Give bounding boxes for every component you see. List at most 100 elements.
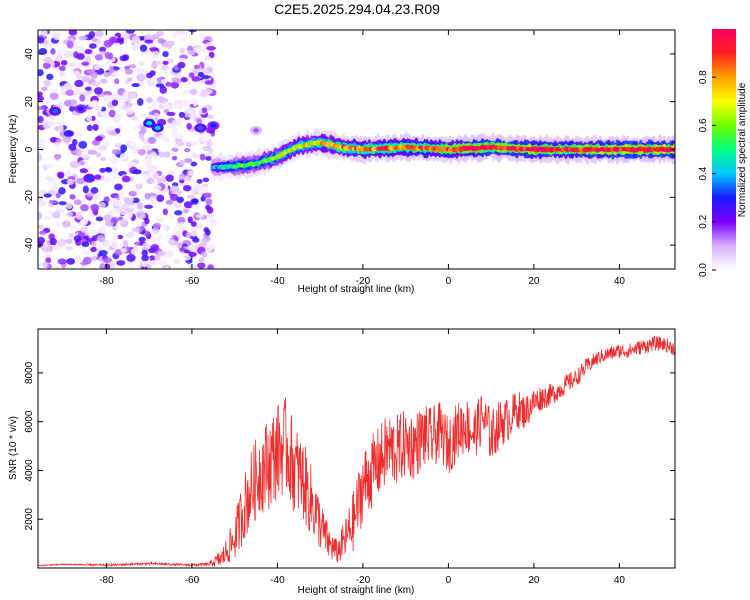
snr-x-tick-label: -80: [99, 575, 114, 586]
noise-cell: [146, 78, 155, 87]
noise-cell: [38, 262, 42, 268]
noise-cell: [178, 173, 186, 181]
noise-cell: [58, 201, 67, 206]
noise-cell: [141, 249, 148, 257]
noise-cell: [103, 176, 113, 183]
noise-cell: [125, 30, 136, 34]
feature-core: [253, 128, 260, 133]
noise-cell: [52, 211, 61, 219]
noise-cell: [49, 92, 59, 100]
noise-cell: [145, 72, 154, 79]
noise-cell: [151, 227, 160, 235]
noise-cell: [202, 185, 209, 193]
noise-cell: [116, 260, 126, 266]
noise-cell: [202, 145, 212, 152]
noise-cell: [162, 60, 169, 65]
noise-cell: [57, 238, 67, 247]
snr-y-label: SNR (10 * v/v): [8, 416, 19, 480]
noise-cell: [194, 46, 204, 54]
noise-cell: [69, 224, 78, 230]
noise-cell: [91, 196, 98, 202]
noise-cell: [111, 99, 119, 107]
noise-cell: [158, 104, 165, 109]
noise-cell: [151, 50, 160, 59]
chart-title: C2E5.2025.294.04.23.R09: [274, 1, 440, 17]
noise-cell: [65, 89, 75, 96]
noise-cell: [110, 216, 119, 224]
noise-cell: [131, 45, 139, 51]
noise-cell: [171, 182, 179, 187]
spectrogram-y-tick-label: 40: [24, 48, 35, 60]
noise-cell: [171, 155, 178, 161]
noise-cell: [66, 178, 75, 186]
noise-cell: [174, 210, 183, 216]
noise-cell: [44, 43, 54, 48]
snr-frame: [37, 328, 676, 569]
noise-cell: [103, 263, 111, 269]
noise-cell: [99, 263, 106, 269]
noise-cell: [150, 244, 160, 251]
noise-cell: [188, 245, 195, 253]
noise-cell: [178, 111, 186, 118]
noise-cell: [92, 123, 99, 131]
noise-cell: [41, 86, 48, 92]
noise-cell: [138, 67, 148, 75]
noise-cell: [38, 95, 45, 102]
colorbar-tick-label: 0.8: [698, 70, 709, 84]
noise-cell: [151, 34, 160, 40]
feature-core: [197, 125, 204, 131]
noise-cell: [73, 199, 82, 206]
noise-cell: [94, 87, 103, 95]
colorbar-tick-label: 0.4: [698, 166, 709, 180]
noise-cell: [167, 43, 173, 50]
noise-cell: [120, 218, 127, 225]
noise-cell: [157, 250, 167, 257]
noise-cell: [46, 73, 54, 80]
noise-cell: [81, 61, 90, 66]
noise-cell: [99, 46, 107, 53]
feature-core: [146, 121, 153, 126]
noise-cell: [163, 103, 173, 108]
spectrogram-y-label: Frequency (Hz): [8, 115, 19, 184]
noise-cell: [144, 39, 154, 44]
spectrogram-x-tick-label: -80: [99, 276, 114, 287]
noise-cell: [38, 224, 44, 230]
noise-cell: [82, 256, 92, 265]
noise-cell: [172, 132, 179, 138]
spectrogram-x-tick-label: -40: [270, 276, 285, 287]
noise-cell: [127, 210, 133, 219]
noise-cell: [132, 125, 139, 131]
noise-cell: [91, 100, 99, 107]
noise-cell: [149, 47, 159, 52]
noise-cell: [88, 31, 96, 39]
noise-cell: [50, 48, 56, 55]
snr-x-axis: -80 -60 -40 -20 0 20 40: [99, 329, 625, 586]
spectrogram-y-tick-label: 20: [24, 96, 35, 108]
noise-cell: [156, 216, 163, 223]
noise-cell: [139, 44, 148, 52]
noise-cell: [94, 106, 103, 111]
noise-cell: [75, 254, 81, 263]
noise-cell: [145, 158, 153, 166]
noise-cell: [83, 250, 91, 256]
noise-cell: [177, 216, 186, 224]
noise-cell: [117, 95, 124, 101]
snr-y-tick-label: 8000: [24, 361, 35, 384]
noise-cell: [205, 198, 213, 205]
noise-cell: [110, 240, 118, 249]
noise-cell: [205, 156, 213, 161]
snr-y-tick-label: 6000: [24, 410, 35, 433]
noise-cell: [81, 241, 90, 248]
noise-cell: [126, 161, 136, 167]
noise-cell: [144, 192, 151, 200]
noise-cell: [196, 118, 203, 125]
noise-cell: [205, 245, 214, 253]
noise-cell: [112, 42, 121, 47]
spectrogram-x-tick-label: -20: [356, 276, 371, 287]
snr-x-tick-label: 0: [446, 575, 452, 586]
noise-cell: [108, 65, 115, 74]
noise-cell: [38, 142, 42, 147]
noise-cell: [60, 85, 67, 93]
noise-cell: [202, 68, 210, 76]
noise-cell: [38, 106, 44, 111]
